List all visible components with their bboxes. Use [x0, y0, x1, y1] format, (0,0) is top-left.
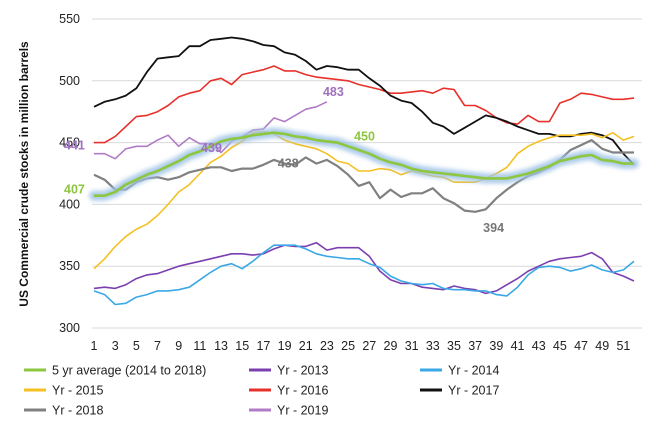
x-tick-5: 5	[133, 339, 140, 353]
legend-label-7: Yr - 2019	[277, 404, 328, 418]
y-tick-500: 500	[59, 74, 80, 88]
legend: 5 yr average (2014 to 2018) Yr - 2013 Yr -…	[24, 364, 499, 418]
x-tick-45: 45	[553, 339, 567, 353]
x-tick-13: 13	[214, 339, 228, 353]
x-tick-23: 23	[320, 339, 334, 353]
y-tick-550: 550	[59, 12, 80, 26]
x-tick-43: 43	[532, 339, 546, 353]
y-tick-labels: 300 350 400 450 500 550	[59, 12, 80, 335]
y-tick-450: 450	[59, 136, 80, 150]
y-axis-label: US Commercial crude stocks in million ba…	[17, 41, 31, 307]
x-tick-31: 31	[405, 339, 419, 353]
x-tick-21: 21	[299, 339, 313, 353]
x-tick-27: 27	[362, 339, 376, 353]
x-tick-35: 35	[447, 339, 461, 353]
series-lines	[89, 36, 639, 306]
x-tick-19: 19	[278, 339, 292, 353]
x-tick-25: 25	[341, 339, 355, 353]
x-tick-3: 3	[112, 339, 119, 353]
x-tick-labels: 1 3 5 7 9 11 13 15 17 19 21 23 25 27 29 31 33 35 37 39 41 43 4…	[91, 339, 631, 353]
series-line-1	[93, 36, 635, 166]
y-tick-350: 350	[59, 259, 80, 273]
annotation-483: 483	[323, 85, 344, 99]
series-line-7	[94, 131, 634, 197]
y-tick-400: 400	[59, 197, 80, 211]
x-tick-9: 9	[175, 339, 182, 353]
grid-lines	[92, 18, 642, 329]
x-tick-7: 7	[154, 339, 161, 353]
legend-label-1: Yr - 2013	[277, 364, 328, 378]
series-line-0	[94, 65, 635, 144]
annotation-439: 439	[201, 141, 222, 155]
x-tick-51: 51	[616, 339, 630, 353]
annotation-450: 450	[354, 130, 375, 144]
x-tick-29: 29	[384, 339, 398, 353]
legend-label-5: Yr - 2017	[448, 384, 499, 398]
x-tick-47: 47	[574, 339, 588, 353]
legend-label-4: Yr - 2016	[277, 384, 328, 398]
x-tick-39: 39	[489, 339, 503, 353]
x-tick-11: 11	[193, 339, 206, 353]
series-line-2	[93, 130, 635, 270]
annotations: 407 441 439 483 450 438 394	[64, 85, 504, 235]
x-tick-33: 33	[426, 339, 440, 353]
x-tick-15: 15	[235, 339, 249, 353]
legend-label-6: Yr - 2018	[52, 404, 103, 418]
x-tick-37: 37	[468, 339, 482, 353]
legend-label-3: Yr - 2015	[52, 384, 103, 398]
legend-label-0: 5 yr average (2014 to 2018)	[52, 364, 206, 378]
series-line-4	[93, 244, 635, 306]
annotation-407: 407	[64, 183, 85, 197]
x-tick-17: 17	[256, 339, 270, 353]
series-line-3	[93, 241, 635, 295]
legend-label-2: Yr - 2014	[448, 364, 499, 378]
annotation-441: 441	[64, 139, 85, 153]
annotation-438: 438	[278, 156, 299, 170]
x-tick-1: 1	[91, 339, 98, 353]
y-tick-300: 300	[59, 321, 80, 335]
x-tick-49: 49	[595, 339, 609, 353]
annotation-394: 394	[483, 221, 504, 235]
x-tick-41: 41	[511, 339, 525, 353]
